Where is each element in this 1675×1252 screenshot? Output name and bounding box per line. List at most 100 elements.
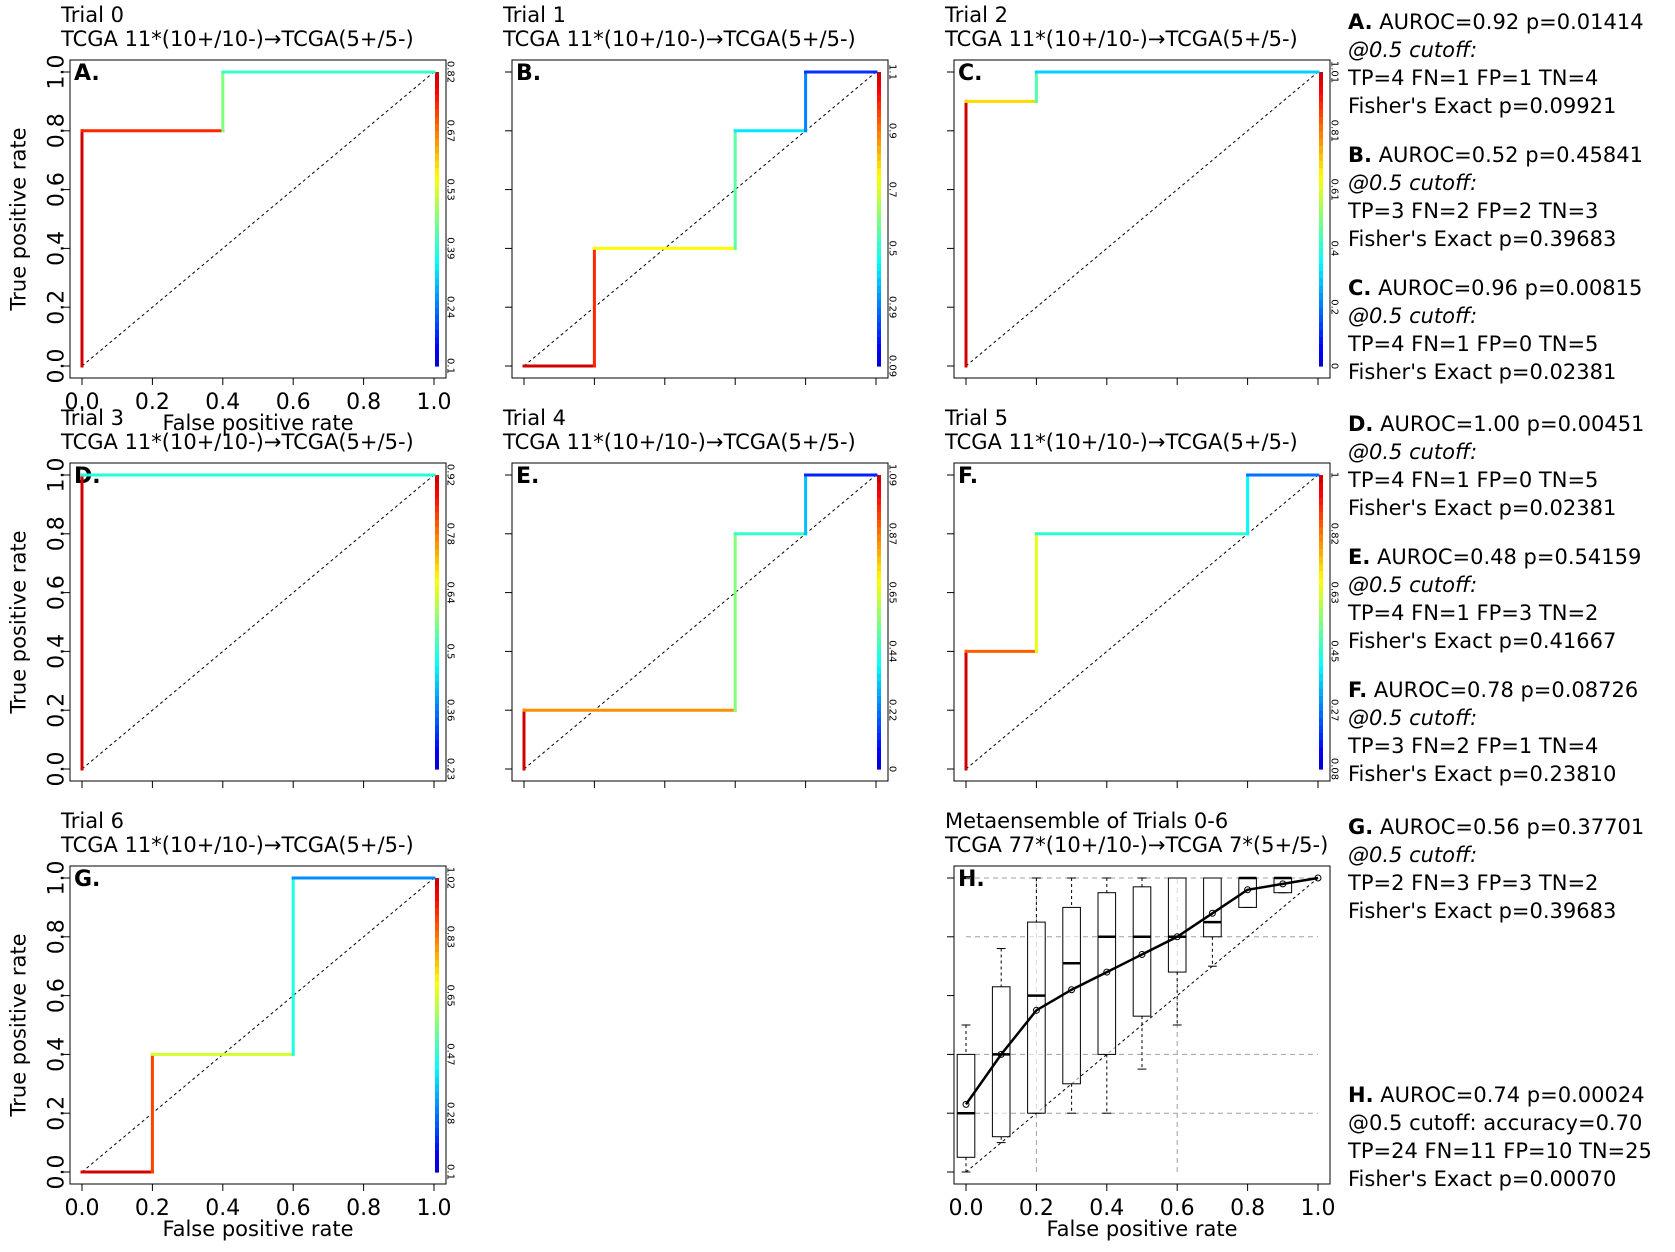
colorbar-segment <box>877 636 881 645</box>
colorbar-segment <box>877 688 881 697</box>
annotation-stats: AUROC=0.78 p=0.08726 <box>1367 678 1639 702</box>
colorbar-segment <box>1319 145 1323 154</box>
colorbar-segment <box>877 336 881 345</box>
colorbar-segment <box>877 607 881 616</box>
colorbar-segment <box>435 130 439 139</box>
mean-roc-point <box>1173 933 1181 941</box>
colorbar-segment <box>877 314 881 323</box>
colorbar-segment <box>1319 511 1323 520</box>
colorbar-segment <box>877 482 881 491</box>
panel-trial-title: Trial 5 <box>944 406 1008 430</box>
colorbar-tick-label: 0.28 <box>445 1102 456 1124</box>
colorbar-segment <box>1319 489 1323 498</box>
colorbar-segment <box>435 599 439 608</box>
colorbar-segment <box>435 263 439 272</box>
box-body <box>1167 877 1187 973</box>
annotation-g: G. AUROC=0.56 p=0.37701 @0.5 cutoff: TP=… <box>1348 813 1644 925</box>
y-tick-label: 0.8 <box>45 516 70 551</box>
annotation-c: C. AUROC=0.96 p=0.00815 @0.5 cutoff: TP=… <box>1348 274 1642 386</box>
colorbar-segment <box>435 892 439 901</box>
y-tick-label: 0.4 <box>45 1037 70 1072</box>
colorbar-segment <box>435 475 439 483</box>
colorbar-segment <box>1319 533 1323 542</box>
colorbar-tick-label: 0.5 <box>445 643 456 659</box>
box-body <box>991 986 1011 1138</box>
box-body <box>1203 877 1222 938</box>
colorbar-segment <box>435 951 439 960</box>
colorbar-segment <box>435 1047 439 1055</box>
x-tick-label: 0.2 <box>135 390 170 415</box>
x-tick-label: 0.8 <box>346 390 381 415</box>
colorbar-segment <box>1319 241 1323 249</box>
colorbar-segment <box>877 351 881 360</box>
colorbar-segment <box>435 233 439 242</box>
colorbar-tick-label: 1.1 <box>887 64 898 80</box>
colorbar-tick-label: 0 <box>887 766 898 772</box>
colorbar-segment <box>1319 526 1323 535</box>
colorbar-tick-label: 0.29 <box>887 296 898 318</box>
annotation-fisher: Fisher's Exact p=0.02381 <box>1348 360 1617 384</box>
colorbar-segment <box>877 673 881 682</box>
colorbar-segment <box>435 241 439 249</box>
colorbar-segment <box>1319 94 1323 102</box>
annotation-cutoff: @0.5 cutoff: <box>1348 304 1478 328</box>
colorbar-segment <box>435 936 439 945</box>
colorbar-segment <box>435 219 439 227</box>
colorbar-segment <box>1319 211 1323 220</box>
colorbar-segment <box>1319 299 1323 308</box>
colorbar-segment <box>1319 174 1323 183</box>
colorbar-segment <box>435 577 439 586</box>
annotation-counts: TP=3 FN=2 FP=2 TN=3 <box>1348 199 1599 223</box>
colorbar-segment <box>877 526 881 535</box>
colorbar-segment <box>435 255 439 264</box>
annotation-cutoff: @0.5 cutoff: <box>1348 38 1478 62</box>
colorbar-segment <box>435 189 439 198</box>
mean-roc-point <box>1314 874 1322 882</box>
panel-trial-title: Trial 3 <box>60 406 124 430</box>
colorbar-tick-label: 0.82 <box>445 61 456 83</box>
colorbar-segment <box>877 329 881 338</box>
colorbar-tick-label: 0.09 <box>887 355 898 377</box>
plot-frame <box>511 59 889 379</box>
colorbar-segment <box>877 533 881 542</box>
colorbar-segment <box>877 702 881 711</box>
panel-letter: H. <box>958 867 985 892</box>
annotation-cutoff: @0.5 cutoff: <box>1348 706 1478 730</box>
colorbar-segment <box>1319 233 1323 242</box>
colorbar-segment <box>1319 130 1323 139</box>
colorbar-segment <box>1319 351 1323 360</box>
colorbar-segment <box>877 710 881 719</box>
colorbar-segment <box>1319 255 1323 264</box>
colorbar-segment <box>1319 204 1323 213</box>
panel-trial-title: Trial 0 <box>60 3 124 27</box>
colorbar-segment <box>1319 329 1323 338</box>
y-axis-title: True positive rate <box>6 531 30 715</box>
panel-trial-title: Trial 6 <box>60 809 124 833</box>
colorbar-segment <box>1319 614 1323 623</box>
colorbar-segment <box>1319 101 1323 110</box>
colorbar-tick-label: 0.83 <box>445 926 456 948</box>
colorbar-tick-label: 0.78 <box>445 523 456 545</box>
x-tick-label: 0.0 <box>949 1196 984 1221</box>
colorbar-segment <box>435 1083 439 1092</box>
colorbar-segment <box>435 1032 439 1041</box>
colorbar-segment <box>877 241 881 249</box>
annotation-h: H. AUROC=0.74 p=0.00024 @0.5 cutoff: acc… <box>1348 1081 1652 1193</box>
colorbar-segment <box>877 189 881 198</box>
annotation-counts: TP=4 FN=1 FP=0 TN=5 <box>1348 468 1599 492</box>
colorbar-segment <box>877 138 881 147</box>
colorbar-segment <box>1319 555 1323 564</box>
colorbar-segment <box>435 86 439 95</box>
plot-frame <box>511 462 889 782</box>
panel-letter: G. <box>74 867 100 892</box>
colorbar-segment <box>877 343 881 352</box>
diagonal-reference-line <box>81 474 435 770</box>
colorbar-segment <box>1319 673 1323 682</box>
colorbar-segment <box>877 548 881 557</box>
colorbar-segment <box>1319 336 1323 345</box>
colorbar-segment <box>435 152 439 161</box>
colorbar-segment <box>435 629 439 638</box>
x-tick-label: 0.6 <box>276 1196 311 1221</box>
